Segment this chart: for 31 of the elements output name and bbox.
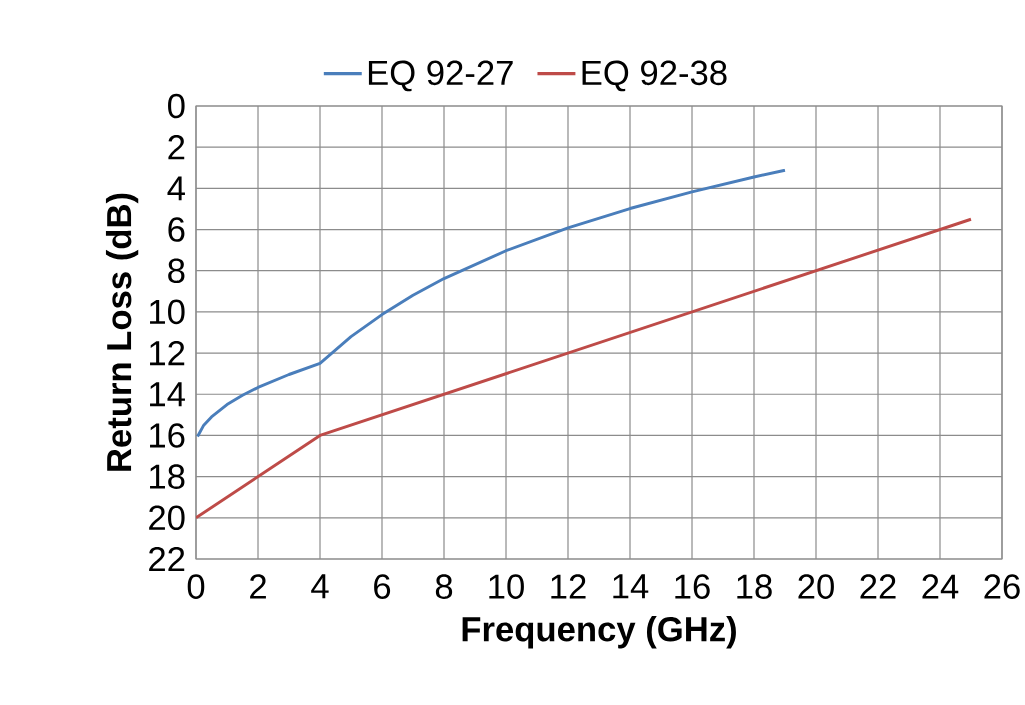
x-tick-label: 24 bbox=[922, 574, 959, 599]
x-tick-label: 12 bbox=[551, 574, 586, 599]
x-tick-label: 18 bbox=[737, 574, 772, 599]
y-tick-label: 22 bbox=[149, 546, 185, 572]
y-tick-label: 4 bbox=[167, 176, 185, 201]
x-tick-label: 16 bbox=[675, 574, 710, 599]
x-tick-label: 14 bbox=[613, 574, 649, 599]
y-tick-label: 10 bbox=[150, 299, 185, 325]
x-axis-title: Frequency (GHz) bbox=[462, 616, 736, 649]
legend-label: EQ 92-27 bbox=[368, 60, 513, 92]
x-tick-label: 26 bbox=[984, 574, 1020, 599]
y-tick-label: 12 bbox=[150, 340, 185, 366]
x-tick-label: 8 bbox=[435, 574, 453, 599]
y-tick-label: 2 bbox=[168, 135, 185, 160]
x-tick-label: 6 bbox=[374, 574, 391, 599]
y-tick-label: 8 bbox=[168, 258, 185, 283]
y-tick-label: 20 bbox=[149, 505, 185, 531]
y-tick-label: 0 bbox=[168, 93, 185, 119]
x-tick-label: 20 bbox=[798, 574, 834, 599]
y-tick-label: 16 bbox=[150, 423, 185, 448]
x-tick-label: 0 bbox=[187, 574, 205, 599]
y-axis-title: Return Loss (dB) bbox=[105, 193, 139, 471]
x-tick-label: 4 bbox=[311, 574, 329, 599]
x-tick-label: 22 bbox=[860, 574, 896, 599]
y-tick-label: 14 bbox=[150, 382, 185, 407]
y-tick-label: 6 bbox=[168, 217, 185, 242]
x-tick-label: 10 bbox=[489, 574, 524, 599]
y-tick-label: 18 bbox=[150, 464, 185, 489]
line-series bbox=[196, 168, 787, 438]
x-tick-label: 2 bbox=[250, 574, 266, 599]
legend-label: EQ 92-38 bbox=[582, 60, 727, 92]
